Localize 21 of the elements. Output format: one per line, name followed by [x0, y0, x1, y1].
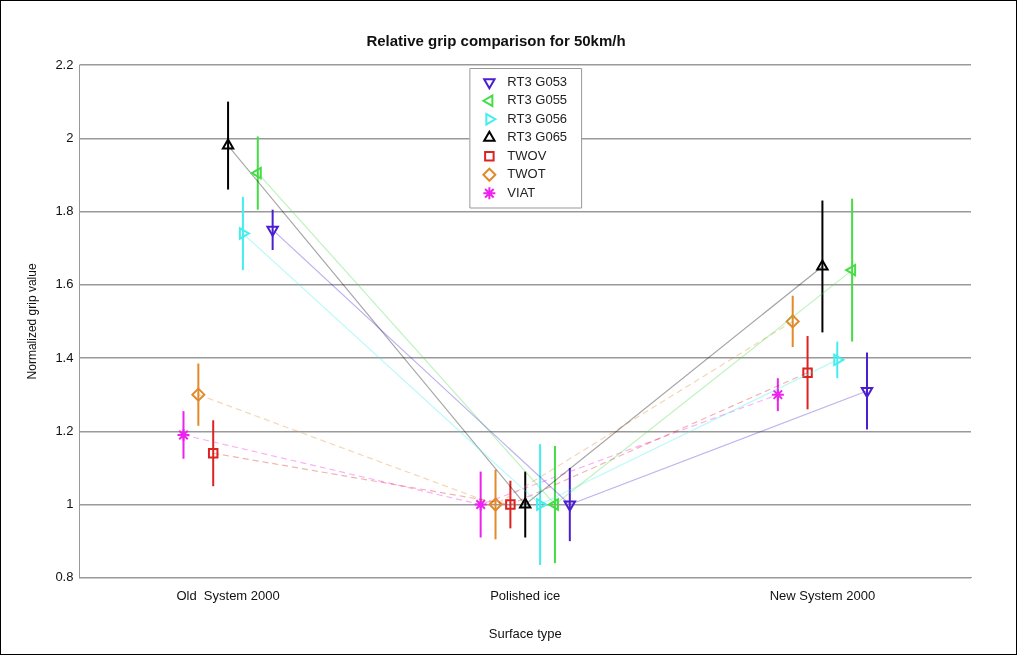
y-tick-label: 1.6 [55, 276, 74, 292]
legend-label: RT3 G056 [507, 110, 568, 126]
legend-label: RT3 G055 [507, 92, 568, 108]
y-tick-label: 0.8 [55, 569, 74, 585]
y-tick-label: 1 [66, 496, 74, 512]
legend-label: TWOV [507, 147, 547, 163]
legend-label: VIAT [507, 184, 536, 200]
x-axis-title: Surface type [488, 625, 562, 641]
x-tick-label: Old System 2000 [176, 588, 280, 604]
chart-title: Relative grip comparison for 50km/h [366, 32, 626, 50]
x-tick-label: New System 2000 [769, 588, 876, 604]
y-tick-label: 2.2 [55, 56, 74, 72]
legend-label: TWOT [507, 166, 546, 182]
y-tick-label: 1.4 [55, 349, 74, 365]
legend-label: RT3 G065 [507, 129, 568, 145]
x-tick-label: Polished ice [490, 588, 561, 604]
y-tick-label: 2 [66, 129, 74, 145]
legend-label: RT3 G053 [507, 73, 568, 89]
y-tick-label: 1.2 [55, 422, 74, 438]
y-axis-title: Normalized grip value [24, 263, 39, 380]
y-tick-label: 1.8 [55, 203, 74, 219]
